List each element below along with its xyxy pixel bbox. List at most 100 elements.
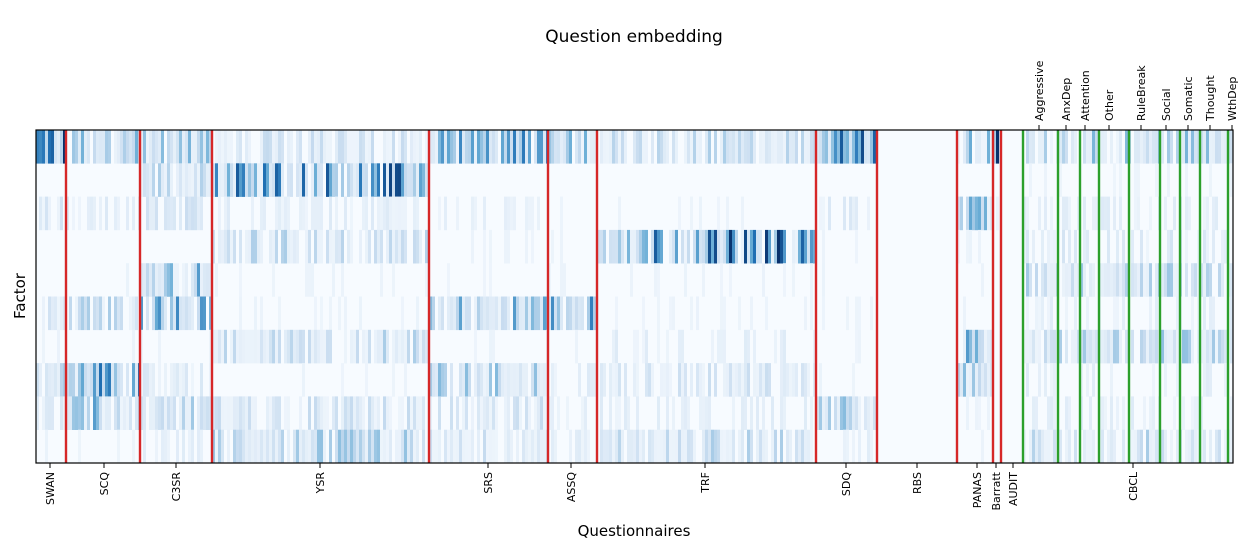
heatmap-cell	[269, 329, 272, 364]
heatmap-cell	[870, 130, 873, 164]
heatmap-cell	[966, 363, 969, 397]
heatmap-cell	[203, 396, 206, 430]
heatmap-cell	[645, 130, 648, 164]
heatmap-cell	[798, 429, 801, 464]
heatmap-cell	[726, 429, 729, 464]
heatmap-cell	[1092, 130, 1095, 164]
heatmap-cell	[560, 229, 563, 264]
heatmap-cell	[269, 229, 272, 264]
heatmap-cell	[1086, 130, 1089, 164]
heatmap-cell	[978, 363, 981, 397]
heatmap-cell	[726, 130, 729, 164]
heatmap-cell	[987, 363, 990, 397]
heatmap-cell	[765, 229, 768, 264]
heatmap-cell	[615, 396, 618, 430]
heatmap-cell	[374, 429, 377, 464]
heatmap-cell	[1188, 196, 1191, 231]
heatmap-cell	[173, 396, 176, 430]
heatmap-cell	[432, 130, 435, 164]
heatmap-cell	[720, 130, 723, 164]
heatmap-cell	[822, 130, 825, 164]
heatmap-cell	[660, 429, 663, 464]
heatmap-cell	[771, 130, 774, 164]
heatmap-cell	[227, 163, 230, 197]
heatmap-cell	[78, 296, 81, 331]
heatmap-cell	[444, 429, 447, 464]
heatmap-cell	[1050, 196, 1053, 231]
heatmap-cell	[395, 163, 398, 197]
heatmap-cell	[126, 130, 129, 164]
heatmap-cell	[108, 296, 111, 331]
heatmap-cell	[581, 429, 584, 464]
heatmap-cell	[140, 396, 143, 430]
heatmap-cell	[230, 396, 233, 430]
heatmap-cell	[609, 363, 612, 397]
heatmap-cell	[218, 196, 221, 231]
heatmap-cell	[1197, 296, 1200, 331]
heatmap-cell	[1191, 263, 1194, 297]
heatmap-cell	[870, 429, 873, 464]
heatmap-cell	[1065, 130, 1068, 164]
heatmap-cell	[477, 296, 480, 331]
heatmap-cell	[1152, 429, 1155, 464]
heatmap-cell	[117, 396, 120, 430]
heatmap-cell	[1092, 196, 1095, 231]
x-tick-label: PANAS	[971, 472, 984, 508]
heatmap-cell	[531, 229, 534, 264]
heatmap-cell	[1050, 263, 1053, 297]
heatmap-cell	[1185, 263, 1188, 297]
heatmap-cell	[624, 130, 627, 164]
heatmap-cell	[341, 396, 344, 430]
heatmap-cell	[42, 396, 45, 430]
heatmap-cell	[498, 363, 501, 397]
heatmap-cell	[548, 130, 551, 164]
heatmap-cell	[795, 229, 798, 264]
heatmap-cell	[572, 296, 575, 331]
heatmap-cell	[335, 130, 338, 164]
heatmap-cell	[314, 296, 317, 331]
heatmap-cell	[711, 229, 714, 264]
heatmap-cell	[600, 429, 603, 464]
heatmap-cell	[486, 396, 489, 430]
heatmap-cell	[636, 229, 639, 264]
heatmap-cell	[164, 363, 167, 397]
heatmap-cell	[450, 296, 453, 331]
heatmap-cell	[320, 296, 323, 331]
heatmap-cell	[1107, 429, 1110, 464]
heatmap-cell	[543, 130, 546, 164]
heatmap-cell	[1176, 329, 1179, 364]
heatmap-cell	[233, 163, 236, 197]
heatmap-cells	[36, 130, 1233, 464]
heatmap-cell	[534, 396, 537, 430]
heatmap-cell	[161, 296, 164, 331]
heatmap-cell	[167, 396, 170, 430]
heatmap-cell	[329, 130, 332, 164]
heatmap-cell	[323, 130, 326, 164]
heatmap-cell	[771, 429, 774, 464]
heatmap-cell	[1170, 263, 1173, 297]
heatmap-cell	[1122, 263, 1125, 297]
heatmap-cell	[618, 229, 621, 264]
heatmap-cell	[1152, 396, 1155, 430]
heatmap-cell	[117, 429, 120, 464]
heatmap-cell	[54, 363, 57, 397]
heatmap-cell	[1038, 196, 1041, 231]
heatmap-cell	[206, 263, 209, 297]
heatmap-cell	[587, 296, 590, 331]
heatmap-cell	[660, 229, 663, 264]
heatmap-cell	[152, 196, 155, 231]
heatmap-cell	[155, 296, 158, 331]
heatmap-cell	[507, 396, 510, 430]
heatmap-cell	[260, 229, 263, 264]
heatmap-cell	[531, 196, 534, 231]
heatmap-cell	[633, 329, 636, 364]
heatmap-cell	[272, 229, 275, 264]
heatmap-cell	[419, 229, 422, 264]
heatmap-cell	[990, 130, 993, 164]
heatmap-cell	[108, 396, 111, 430]
x-tick-label: YSR	[314, 472, 327, 495]
heatmap-cell	[1149, 429, 1152, 464]
heatmap-cell	[329, 229, 332, 264]
heatmap-cell	[329, 329, 332, 364]
heatmap-cell	[702, 263, 705, 297]
